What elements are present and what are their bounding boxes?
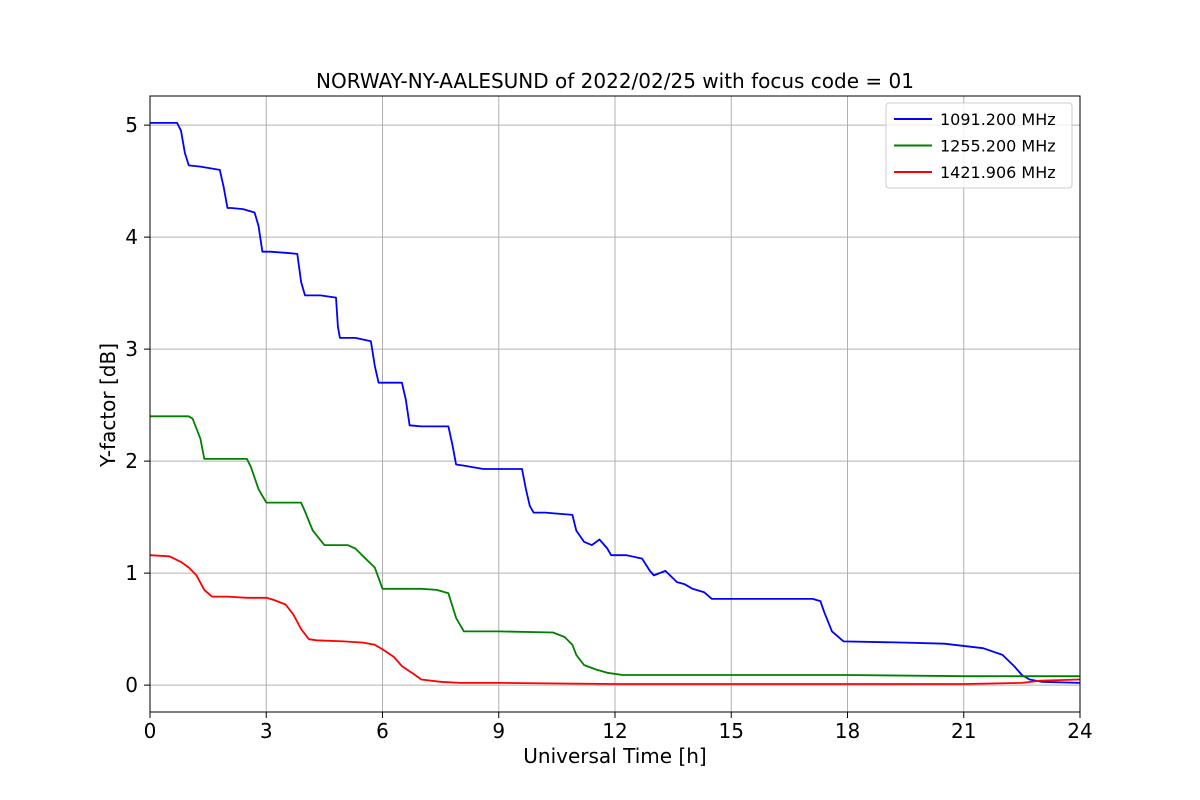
legend-label-1: 1255.200 MHz [940, 137, 1056, 156]
series-lines [149, 122, 1081, 685]
x-axis-label: Universal Time [h] [523, 744, 706, 768]
x-tick-label: 12 [602, 719, 627, 743]
x-tick-label: 0 [144, 719, 157, 743]
x-tick-label: 3 [260, 719, 273, 743]
legend-label-2: 1421.906 MHz [940, 163, 1056, 182]
y-tick-label: 5 [125, 113, 138, 137]
y-tick-label: 1 [125, 561, 138, 585]
y-axis-label: Y-factor [dB] [96, 343, 120, 468]
x-tick-label: 24 [1067, 719, 1092, 743]
y-tick-label: 0 [125, 673, 138, 697]
x-tick-label: 6 [376, 719, 389, 743]
chart-title: NORWAY-NY-AALESUND of 2022/02/25 with fo… [316, 69, 914, 93]
y-tick-label: 2 [125, 449, 138, 473]
series-line-2 [149, 554, 1081, 685]
legend-label-0: 1091.200 MHz [940, 110, 1056, 129]
x-tick-label: 15 [719, 719, 744, 743]
y-tick-label: 4 [125, 225, 138, 249]
legend: 1091.200 MHz 1255.200 MHz 1421.906 MHz [885, 102, 1073, 189]
y-tick-label: 3 [125, 337, 138, 361]
legend-box [885, 102, 1073, 189]
x-tick-label: 18 [835, 719, 860, 743]
series-line-1 [150, 415, 1080, 678]
x-tick-label: 21 [951, 719, 976, 743]
x-tick-label: 9 [492, 719, 505, 743]
series-line-0 [150, 122, 1081, 684]
